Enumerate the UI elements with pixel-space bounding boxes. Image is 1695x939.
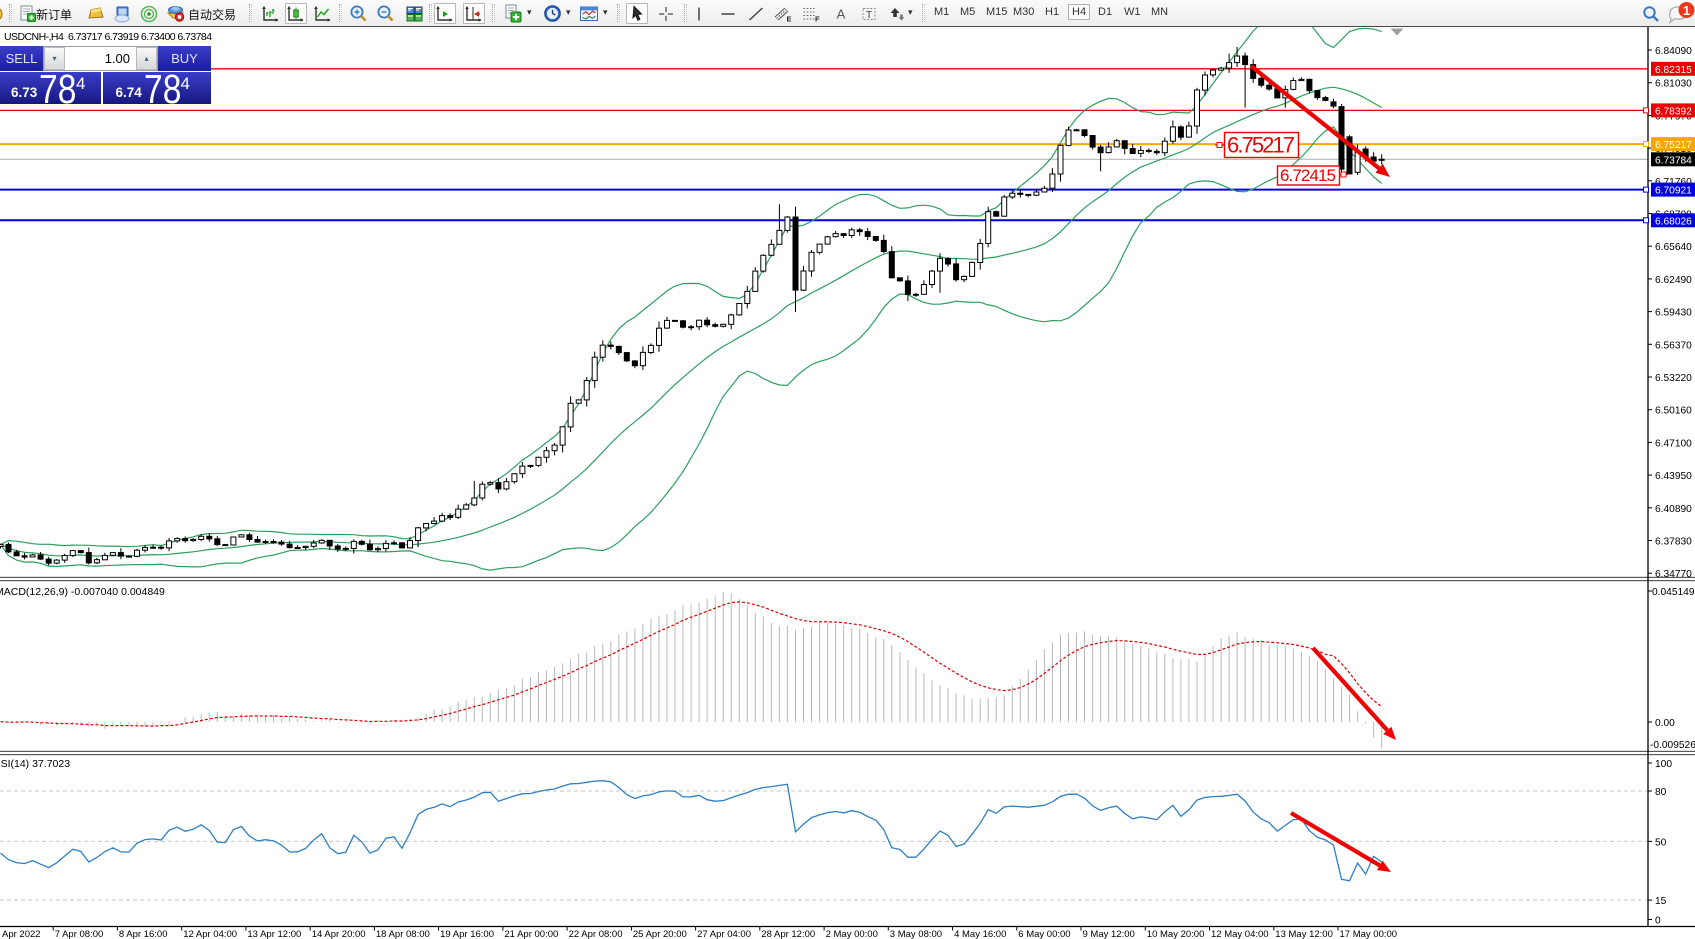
svg-text:6.53220: 6.53220 — [1655, 373, 1692, 384]
svg-text:2 May 00:00: 2 May 00:00 — [826, 929, 878, 939]
svg-text:15: 15 — [1655, 896, 1667, 907]
svg-text:6.50160: 6.50160 — [1655, 406, 1692, 417]
svg-text:T: T — [866, 9, 872, 20]
svg-text:7 Apr 08:00: 7 Apr 08:00 — [55, 929, 104, 939]
svg-text:6.62490: 6.62490 — [1655, 275, 1692, 286]
svg-text:22 Apr 08:00: 22 Apr 08:00 — [569, 929, 623, 939]
svg-text:21 Apr 00:00: 21 Apr 00:00 — [504, 929, 558, 939]
svg-text:25 Apr 20:00: 25 Apr 20:00 — [633, 929, 687, 939]
svg-text:6.81030: 6.81030 — [1655, 79, 1692, 90]
svg-text:1: 1 — [1683, 2, 1690, 17]
svg-text:MACD(12,26,9) -0.007040 0.0048: MACD(12,26,9) -0.007040 0.004849 — [0, 586, 165, 598]
svg-text:6.73784: 6.73784 — [1655, 155, 1692, 166]
svg-text:8 Apr 16:00: 8 Apr 16:00 — [119, 929, 168, 939]
svg-text:6.75217: 6.75217 — [1227, 133, 1295, 158]
svg-text:27 Apr 04:00: 27 Apr 04:00 — [697, 929, 751, 939]
svg-text:13 May 12:00: 13 May 12:00 — [1275, 929, 1333, 939]
svg-text:6.59430: 6.59430 — [1655, 308, 1692, 319]
svg-text:28 Apr 12:00: 28 Apr 12:00 — [761, 929, 815, 939]
svg-text:13 Apr 12:00: 13 Apr 12:00 — [247, 929, 301, 939]
svg-text:6.82315: 6.82315 — [1655, 65, 1692, 76]
svg-text:6.75217: 6.75217 — [1655, 140, 1692, 151]
svg-text:E: E — [787, 14, 792, 23]
svg-text:12 Apr 04:00: 12 Apr 04:00 — [183, 929, 237, 939]
svg-text:0: 0 — [1655, 916, 1661, 927]
svg-text:6.84090: 6.84090 — [1655, 46, 1692, 57]
svg-text:3 May 08:00: 3 May 08:00 — [890, 929, 942, 939]
svg-text:17 May 00:00: 17 May 00:00 — [1340, 929, 1398, 939]
svg-text:6.71760: 6.71760 — [1655, 177, 1692, 188]
svg-text:50: 50 — [1655, 837, 1667, 848]
svg-text:RSI(14) 37.7023: RSI(14) 37.7023 — [0, 758, 70, 770]
svg-text:6.47100: 6.47100 — [1655, 438, 1692, 449]
svg-text:6.43950: 6.43950 — [1655, 471, 1692, 482]
svg-text:14 Apr 20:00: 14 Apr 20:00 — [312, 929, 366, 939]
svg-text:6.72415: 6.72415 — [1280, 166, 1336, 185]
svg-text:80: 80 — [1655, 787, 1667, 798]
svg-text:F: F — [815, 14, 820, 23]
svg-text:100: 100 — [1655, 759, 1672, 770]
svg-text:6.37830: 6.37830 — [1655, 537, 1692, 548]
svg-text:4 May 16:00: 4 May 16:00 — [954, 929, 1006, 939]
svg-text:Apr 2022: Apr 2022 — [2, 929, 41, 939]
svg-text:0.00: 0.00 — [1655, 718, 1675, 729]
svg-text:6.68026: 6.68026 — [1655, 216, 1692, 227]
svg-text:0.045149: 0.045149 — [1652, 587, 1695, 598]
svg-text:12 May 04:00: 12 May 04:00 — [1211, 929, 1269, 939]
svg-text:-0.009526: -0.009526 — [1650, 740, 1695, 751]
svg-text:6.40890: 6.40890 — [1655, 504, 1692, 515]
svg-text:6.34770: 6.34770 — [1655, 569, 1692, 580]
svg-text:6.56370: 6.56370 — [1655, 340, 1692, 351]
svg-text:6.70921: 6.70921 — [1655, 186, 1692, 197]
svg-text:18 Apr 08:00: 18 Apr 08:00 — [376, 929, 430, 939]
svg-text:A: A — [837, 6, 846, 21]
svg-text:6.78392: 6.78392 — [1655, 106, 1692, 117]
svg-text:19 Apr 16:00: 19 Apr 16:00 — [440, 929, 494, 939]
svg-text:6.65640: 6.65640 — [1655, 242, 1692, 253]
svg-text:6 May 00:00: 6 May 00:00 — [1018, 929, 1070, 939]
svg-text:9 May 12:00: 9 May 12:00 — [1083, 929, 1135, 939]
svg-text:10 May 20:00: 10 May 20:00 — [1147, 929, 1205, 939]
